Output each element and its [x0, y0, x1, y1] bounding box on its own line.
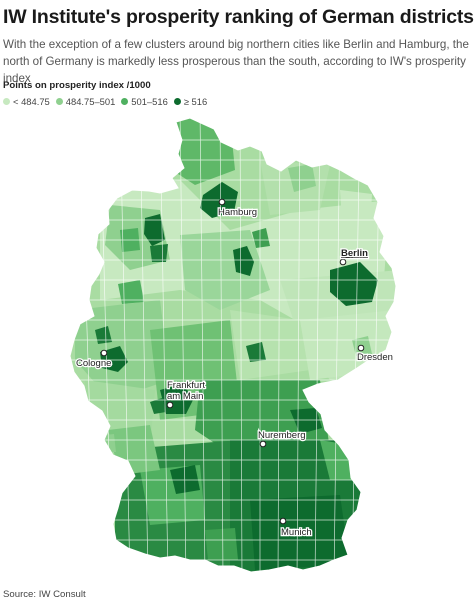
city-label-munich: Munich — [281, 527, 312, 538]
legend-item-low: < 484.75 — [3, 96, 50, 107]
source-note: Source: IW Consult — [3, 589, 86, 600]
cluster-jena — [246, 342, 266, 362]
cluster-allgaeu — [205, 528, 238, 560]
district-regions — [70, 118, 396, 572]
legend-item-high: ≥ 516 — [173, 96, 208, 107]
city-frankfurt: Frankfurt am Main — [166, 379, 208, 409]
city-label-frankfurt-line1: Frankfurt — [167, 380, 205, 391]
legend-item-mid-high: 501–516 — [121, 96, 168, 107]
legend-swatch-mid-high — [121, 98, 129, 105]
legend-swatch-mid-low — [55, 98, 63, 105]
region-thuringia-light — [230, 310, 310, 380]
city-marker-nuremberg — [259, 440, 267, 448]
city-label-frankfurt: Frankfurt am Main — [167, 380, 208, 402]
cluster-dusseldorf — [95, 326, 112, 344]
city-marker-dresden — [357, 344, 365, 352]
cluster-wolfsburg-east — [252, 228, 270, 248]
city-cologne: Cologne — [75, 349, 113, 370]
legend: < 484.75 484.75–501 501–516 ≥ 516 — [3, 96, 213, 107]
cluster-uckermark-light — [340, 190, 372, 230]
cluster-wiesbaden — [150, 398, 166, 414]
cluster-hannover — [233, 246, 254, 276]
region-nrw-mid — [75, 300, 170, 400]
city-label-nuremberg: Nuremberg — [258, 430, 306, 441]
cluster-rostock-mid — [288, 164, 316, 192]
city-marker-hamburg — [218, 198, 226, 206]
city-marker-frankfurt — [166, 401, 174, 409]
city-marker-cologne — [100, 349, 108, 357]
city-nuremberg: Nuremberg — [257, 429, 307, 448]
legend-item-mid-low: 484.75–501 — [55, 96, 116, 107]
city-marker-berlin — [339, 258, 347, 266]
region-saxony-light — [300, 310, 395, 380]
legend-title: Points on prosperity index /1000 — [3, 80, 151, 91]
chart-subtitle: With the exception of a few clusters aro… — [3, 38, 469, 85]
city-marker-munich — [279, 517, 287, 525]
legend-swatch-high — [173, 98, 181, 105]
district-borders — [70, 118, 396, 572]
cluster-osnabrueck — [118, 280, 144, 304]
cluster-wolfsburg — [144, 214, 165, 246]
city-dresden: Dresden — [356, 344, 394, 364]
city-label-frankfurt-line2: am Main — [167, 391, 203, 402]
germany-choropleth-map: Hamburg Berlin Cologne Dresden Frankfurt… — [69, 117, 397, 573]
city-label-berlin: Berlin — [341, 248, 368, 259]
city-munich: Munich — [279, 517, 313, 539]
legend-label-mid-low: 484.75–501 — [65, 96, 116, 107]
germany-border — [69, 117, 397, 573]
cluster-berlin-south — [330, 262, 378, 306]
cluster-bremen — [150, 244, 168, 262]
legend-label-high: ≥ 516 — [183, 96, 208, 107]
legend-swatch-low — [3, 98, 10, 105]
chart-title: IW Institute's prosperity ranking of Ger… — [3, 6, 474, 28]
region-upper-bavaria — [250, 495, 350, 570]
city-label-dresden: Dresden — [357, 352, 393, 363]
city-label-cologne: Cologne — [76, 358, 111, 369]
legend-label-mid-high: 501–516 — [131, 96, 168, 107]
city-hamburg: Hamburg — [217, 198, 258, 219]
city-berlin: Berlin — [339, 247, 369, 266]
legend-label-low: < 484.75 — [13, 96, 50, 107]
city-label-hamburg: Hamburg — [218, 207, 257, 218]
